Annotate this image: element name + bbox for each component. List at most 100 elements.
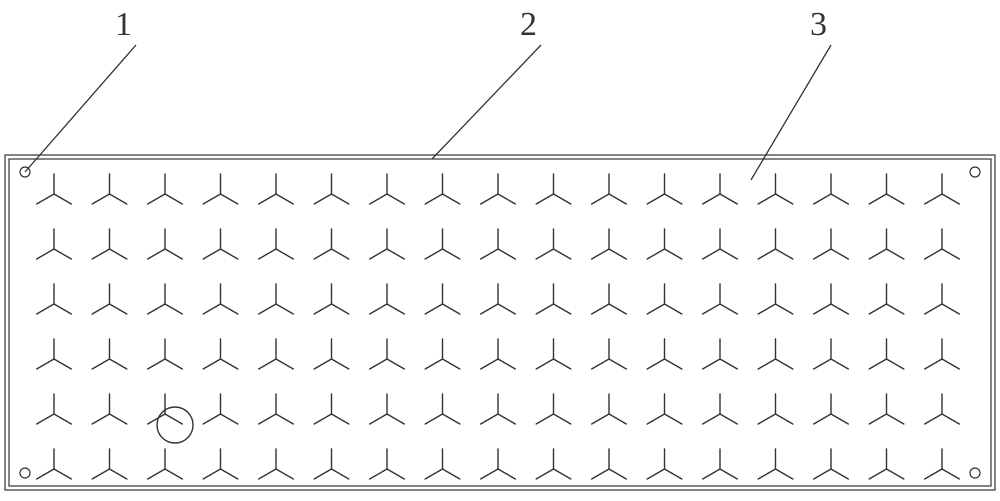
y-shape bbox=[758, 449, 793, 479]
y-shape bbox=[92, 339, 127, 369]
y-shape bbox=[314, 284, 349, 314]
y-shape bbox=[259, 449, 294, 479]
y-shape bbox=[925, 284, 960, 314]
y-shape bbox=[259, 284, 294, 314]
y-shape bbox=[536, 229, 571, 259]
y-shape bbox=[592, 394, 627, 424]
y-shape bbox=[425, 339, 460, 369]
y-shape bbox=[647, 339, 682, 369]
y-shape bbox=[37, 339, 72, 369]
y-shape bbox=[703, 339, 738, 369]
y-shape bbox=[703, 394, 738, 424]
leader-line-3 bbox=[751, 45, 831, 180]
y-shape bbox=[203, 229, 238, 259]
y-shape bbox=[647, 284, 682, 314]
y-shape bbox=[481, 284, 516, 314]
grid-pattern bbox=[37, 174, 960, 479]
y-shape bbox=[425, 174, 460, 204]
y-shape bbox=[259, 339, 294, 369]
y-shape bbox=[425, 449, 460, 479]
panel-outer bbox=[5, 155, 995, 490]
y-shape bbox=[370, 229, 405, 259]
y-shape bbox=[758, 339, 793, 369]
y-shape bbox=[314, 174, 349, 204]
y-shape bbox=[592, 284, 627, 314]
y-shape bbox=[37, 284, 72, 314]
y-shape bbox=[758, 394, 793, 424]
y-shape bbox=[370, 394, 405, 424]
label-2-text: 2 bbox=[520, 6, 537, 43]
y-shape bbox=[203, 339, 238, 369]
y-shape bbox=[481, 339, 516, 369]
y-shape bbox=[536, 174, 571, 204]
y-shape bbox=[647, 229, 682, 259]
y-shape bbox=[92, 284, 127, 314]
y-shape bbox=[92, 229, 127, 259]
y-shape bbox=[814, 449, 849, 479]
y-shape bbox=[203, 174, 238, 204]
y-shape bbox=[647, 449, 682, 479]
corner-hole-3 bbox=[970, 468, 980, 478]
y-shape bbox=[536, 339, 571, 369]
y-shape bbox=[481, 449, 516, 479]
y-shape bbox=[481, 394, 516, 424]
y-shape bbox=[703, 449, 738, 479]
y-shape bbox=[925, 394, 960, 424]
y-shape bbox=[814, 394, 849, 424]
y-shape bbox=[314, 394, 349, 424]
callout-1: 1 bbox=[25, 6, 136, 172]
y-shape bbox=[259, 174, 294, 204]
y-shape bbox=[536, 284, 571, 314]
y-shape bbox=[925, 339, 960, 369]
y-shape bbox=[314, 449, 349, 479]
y-shape bbox=[259, 394, 294, 424]
y-shape bbox=[481, 229, 516, 259]
y-shape bbox=[37, 229, 72, 259]
y-shape bbox=[370, 284, 405, 314]
y-shape bbox=[869, 339, 904, 369]
y-shape bbox=[536, 394, 571, 424]
leader-line-2 bbox=[432, 45, 541, 159]
y-shape bbox=[925, 449, 960, 479]
y-shape bbox=[203, 449, 238, 479]
y-shape bbox=[148, 174, 183, 204]
y-shape bbox=[203, 394, 238, 424]
y-shape bbox=[148, 339, 183, 369]
y-shape bbox=[869, 174, 904, 204]
y-shape bbox=[925, 174, 960, 204]
label-1-text: 1 bbox=[115, 6, 132, 43]
y-shape bbox=[536, 449, 571, 479]
y-shape bbox=[425, 284, 460, 314]
y-shape bbox=[869, 394, 904, 424]
label-3-text: 3 bbox=[810, 6, 827, 43]
y-shape bbox=[703, 229, 738, 259]
y-shape bbox=[314, 339, 349, 369]
y-shape bbox=[148, 229, 183, 259]
y-shape bbox=[370, 174, 405, 204]
y-shape bbox=[92, 174, 127, 204]
y-shape bbox=[647, 394, 682, 424]
y-shape bbox=[148, 449, 183, 479]
y-shape bbox=[37, 174, 72, 204]
diagram-root: 1 2 3 bbox=[0, 0, 1000, 501]
y-shape bbox=[148, 284, 183, 314]
y-shape bbox=[259, 229, 294, 259]
y-shape bbox=[869, 229, 904, 259]
y-shape bbox=[758, 284, 793, 314]
y-shape bbox=[592, 229, 627, 259]
y-shape bbox=[425, 394, 460, 424]
y-shape bbox=[37, 449, 72, 479]
y-shape bbox=[814, 174, 849, 204]
y-shape bbox=[370, 339, 405, 369]
y-shape bbox=[92, 449, 127, 479]
corner-hole-2 bbox=[20, 468, 30, 478]
y-shape bbox=[814, 229, 849, 259]
y-shape bbox=[869, 449, 904, 479]
y-shape bbox=[647, 174, 682, 204]
y-shape bbox=[814, 339, 849, 369]
y-shape bbox=[203, 284, 238, 314]
y-shape bbox=[925, 229, 960, 259]
y-shape bbox=[148, 394, 183, 424]
corner-hole-1 bbox=[970, 167, 980, 177]
y-shape bbox=[758, 229, 793, 259]
